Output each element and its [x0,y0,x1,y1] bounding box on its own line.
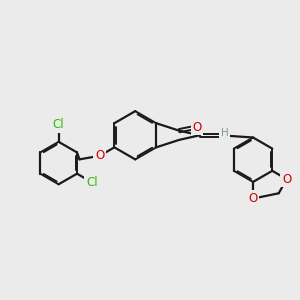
Text: O: O [192,121,202,134]
Text: O: O [248,192,258,205]
Text: O: O [95,149,104,162]
Text: Cl: Cl [86,176,98,189]
Text: Cl: Cl [53,118,64,131]
Text: H: H [221,128,229,138]
Text: O: O [282,172,291,186]
